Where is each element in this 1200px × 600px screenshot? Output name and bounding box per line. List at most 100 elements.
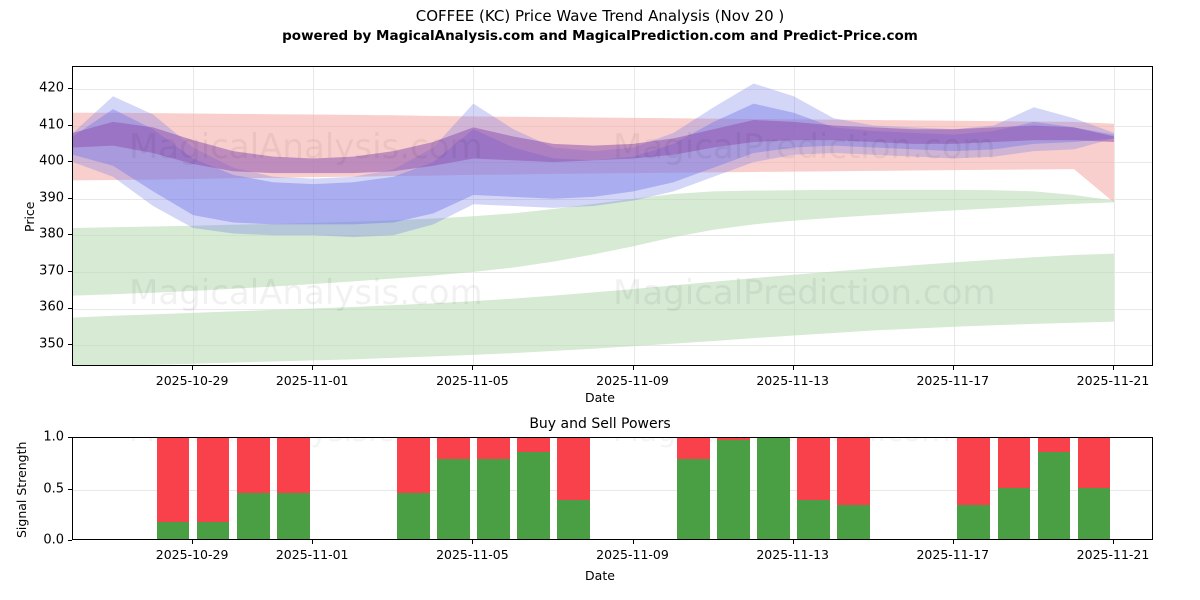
gridline-vertical (473, 67, 475, 365)
buy-power-segment (717, 440, 750, 539)
sell-power-segment (236, 438, 270, 493)
signal-bar[interactable] (517, 438, 550, 539)
signal-bar[interactable] (837, 438, 871, 539)
x-tick-mark (632, 366, 634, 370)
buy-power-segment (757, 438, 790, 539)
lower-x-axis-label: Date (585, 568, 615, 583)
band-support-band-green-upper (73, 189, 1114, 296)
lower-y-axis-label: Signal Strength (14, 441, 29, 538)
x-tick-mark (792, 366, 794, 370)
lower-plot-clip: MagicalAnalysis.com MagicalPrediction.co… (73, 438, 1152, 539)
x-tick-label: 2025-11-13 (756, 373, 830, 388)
buy-power-segment (797, 499, 831, 539)
signal-bar[interactable] (396, 438, 430, 539)
sell-power-segment (557, 438, 590, 500)
gridline-vertical (313, 67, 315, 365)
buy-power-segment (436, 458, 470, 539)
buy-power-segment (957, 505, 991, 539)
sell-power-segment (1037, 438, 1071, 452)
gridline-vertical (953, 67, 955, 365)
y-tick-mark (68, 437, 72, 438)
gridline-horizontal (73, 89, 1152, 90)
y-tick-label: 390 (39, 190, 64, 206)
x-tick-mark (472, 540, 474, 544)
y-tick-mark (68, 307, 72, 309)
gridline-horizontal (73, 489, 1152, 491)
y-tick-mark (68, 488, 72, 490)
signal-bar[interactable] (1037, 438, 1071, 539)
signal-bar[interactable] (757, 438, 790, 539)
gridline-horizontal (73, 198, 1152, 200)
y-tick-label: 410 (39, 117, 64, 133)
x-tick-mark (192, 366, 194, 370)
sell-power-segment (677, 438, 710, 459)
x-tick-mark (792, 540, 794, 544)
sell-power-segment (797, 438, 831, 500)
title-block: COFFEE (KC) Price Wave Trend Analysis (N… (0, 6, 1200, 46)
price-band-series (73, 83, 1114, 365)
sell-power-segment (276, 438, 310, 493)
y-tick-label: 420 (39, 80, 64, 96)
signal-bar[interactable] (557, 438, 590, 539)
band-wave-band-blue-outer (73, 83, 1114, 238)
y-tick-mark (68, 344, 72, 345)
buy-power-segment (1077, 487, 1111, 539)
y-tick-label: 380 (39, 226, 64, 242)
price-wave-chart: MagicalAnalysis.com MagicalPrediction.co… (72, 66, 1153, 366)
buy-sell-powers-chart: MagicalAnalysis.com MagicalPrediction.co… (72, 437, 1153, 540)
buy-power-segment (156, 521, 190, 539)
x-tick-label: 2025-11-01 (275, 547, 349, 562)
x-tick-label: 2025-11-09 (596, 547, 669, 562)
signal-bar[interactable] (717, 438, 750, 539)
y-tick-mark (68, 124, 72, 126)
buy-power-segment (396, 492, 430, 539)
y-tick-mark (68, 234, 72, 236)
signal-bar[interactable] (957, 438, 991, 539)
x-tick-mark (1113, 366, 1114, 370)
y-tick-mark (68, 270, 72, 272)
buy-power-segment (557, 499, 590, 539)
x-tick-label: 2025-11-17 (916, 373, 990, 388)
signal-bar[interactable] (436, 438, 470, 539)
main-y-axis-label: Price (22, 201, 37, 233)
y-tick-label: 400 (39, 153, 64, 169)
y-tick-label: 0.5 (43, 481, 64, 496)
x-tick-label: 2025-11-01 (275, 373, 349, 388)
signal-bar[interactable] (236, 438, 270, 539)
x-tick-label: 2025-11-21 (1076, 547, 1150, 562)
signal-bar[interactable] (276, 438, 310, 539)
x-tick-mark (312, 366, 314, 370)
buy-power-segment (236, 492, 270, 539)
signal-bar[interactable] (997, 438, 1031, 539)
band-wave-band-purple-core (73, 120, 1114, 174)
signal-bar[interactable] (196, 438, 230, 539)
x-tick-mark (312, 540, 314, 544)
signal-bar[interactable] (477, 438, 510, 539)
x-tick-mark (632, 540, 634, 544)
signal-bar[interactable] (156, 438, 190, 539)
x-tick-mark (952, 540, 954, 544)
buy-power-segment (837, 505, 871, 539)
x-tick-label: 2025-10-29 (155, 373, 229, 388)
signal-bar[interactable] (797, 438, 831, 539)
signal-bar[interactable] (1077, 438, 1111, 539)
y-tick-label: 350 (39, 336, 64, 352)
buy-power-segment (1037, 451, 1071, 539)
x-tick-label: 2025-11-05 (436, 373, 509, 388)
y-tick-label: 0.0 (43, 532, 64, 548)
y-tick-mark (68, 540, 72, 541)
buy-power-segment (477, 458, 510, 539)
buy-power-segment (517, 451, 550, 539)
page-title: COFFEE (KC) Price Wave Trend Analysis (N… (415, 7, 785, 25)
gridline-horizontal (73, 271, 1152, 273)
signal-bar[interactable] (677, 438, 710, 539)
x-tick-label: 2025-11-05 (436, 547, 509, 562)
gridline-vertical (1114, 67, 1115, 365)
sell-power-segment (396, 438, 430, 493)
buy-power-segment (677, 458, 710, 539)
x-tick-mark (952, 366, 954, 370)
buy-power-segment (276, 492, 310, 539)
x-tick-mark (192, 540, 194, 544)
gridline-vertical (193, 67, 195, 365)
page-subtitle: powered by MagicalAnalysis.com and Magic… (282, 28, 918, 44)
